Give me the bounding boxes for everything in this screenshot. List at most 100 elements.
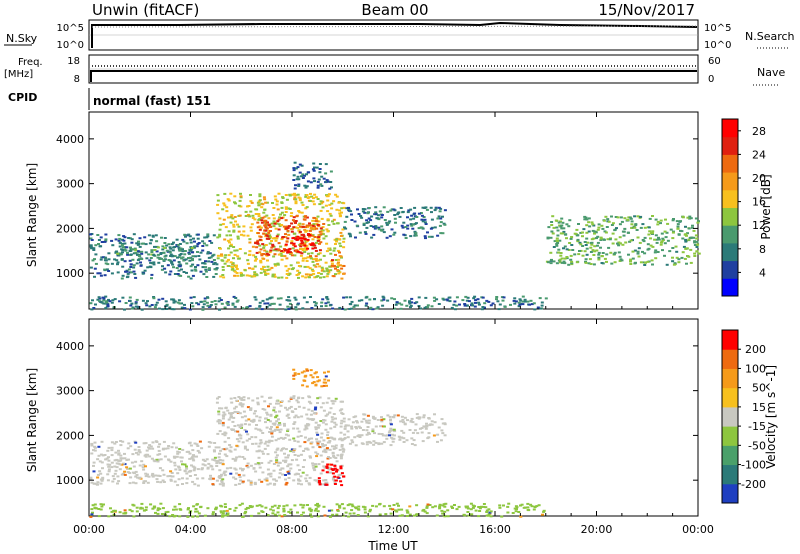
range-cell (114, 469, 118, 472)
range-cell (423, 221, 427, 224)
range-cell (314, 258, 318, 260)
range-cell (306, 247, 310, 250)
range-cell (243, 269, 247, 272)
range-cell (388, 220, 392, 223)
range-cell (221, 274, 225, 276)
range-cell (299, 225, 302, 228)
range-cell (427, 235, 431, 238)
range-cell (101, 454, 105, 457)
range-cell (202, 273, 206, 276)
range-cell (137, 449, 141, 452)
range-cell (207, 268, 211, 271)
range-cell (367, 432, 371, 435)
range-cell (380, 442, 384, 445)
range-cell (370, 215, 374, 218)
range-cell (464, 295, 468, 298)
range-cell (356, 508, 360, 511)
range-cell (350, 219, 354, 221)
range-cell (405, 509, 409, 512)
range-cell (410, 224, 414, 227)
range-cell (331, 402, 335, 405)
range-cell (311, 464, 315, 467)
range-cell (673, 262, 677, 265)
range-cell (140, 258, 144, 260)
range-cell (324, 375, 328, 378)
range-cell (270, 246, 274, 249)
range-cell (401, 226, 405, 229)
range-cell (693, 244, 697, 246)
range-cell (305, 413, 309, 416)
range-cell (485, 299, 489, 302)
range-cell (293, 192, 296, 195)
range-cell (569, 254, 573, 257)
range-cell (415, 413, 419, 416)
range-cell (271, 512, 275, 515)
range-cell (110, 446, 114, 449)
range-cell (340, 207, 344, 210)
range-cell (147, 234, 151, 237)
range-cell (183, 233, 187, 236)
range-cell (117, 452, 121, 455)
range-cell (240, 273, 243, 275)
range-cell (292, 374, 296, 377)
range-cell (326, 218, 330, 221)
range-cell (102, 297, 106, 300)
range-cell (123, 470, 127, 473)
range-cell (284, 456, 288, 459)
range-cell (221, 417, 225, 420)
range-cell (238, 214, 242, 217)
range-cell (380, 225, 384, 228)
range-cell (240, 233, 243, 236)
range-cell (258, 244, 262, 247)
range-cell (382, 231, 386, 234)
range-cell (420, 218, 424, 221)
range-cell (305, 301, 309, 304)
range-cell (322, 505, 326, 508)
range-cell (220, 473, 223, 476)
range-cell (584, 260, 587, 263)
range-cell (251, 442, 255, 445)
range-cell (300, 483, 303, 486)
range-cell (464, 505, 468, 508)
range-cell (589, 246, 593, 249)
range-cell (394, 303, 398, 306)
range-cell (529, 299, 533, 302)
range-cell (409, 223, 413, 226)
range-cell (159, 458, 163, 461)
range-cell (340, 408, 344, 411)
range-cell (269, 475, 273, 478)
range-cell (374, 225, 378, 228)
range-cell (161, 308, 165, 311)
range-cell (297, 478, 300, 481)
range-cell (689, 217, 693, 220)
range-cell (295, 472, 299, 475)
range-cell (334, 273, 337, 276)
range-cell (284, 406, 287, 409)
range-cell (410, 437, 414, 440)
range-cell (268, 304, 272, 307)
range-cell (555, 237, 559, 240)
range-cell (137, 446, 141, 448)
range-cell (286, 413, 290, 416)
range-cell (295, 458, 299, 461)
range-cell (316, 184, 320, 187)
range-cell (189, 265, 193, 268)
range-cell (238, 476, 242, 479)
range-cell (97, 239, 101, 241)
range-cell (288, 299, 292, 302)
range-cell (178, 468, 182, 471)
range-cell (157, 298, 161, 301)
range-cell (298, 171, 302, 174)
range-cell (322, 419, 325, 421)
range-cell (585, 247, 589, 250)
range-cell (523, 300, 527, 303)
range-cell (268, 396, 271, 399)
range-cell (210, 260, 214, 263)
range-cell (163, 267, 167, 270)
range-cell (318, 265, 322, 268)
range-cell (187, 507, 190, 510)
range-cell (127, 458, 130, 461)
range-cell (599, 239, 603, 241)
range-cell (218, 452, 221, 455)
range-cell (513, 302, 517, 305)
